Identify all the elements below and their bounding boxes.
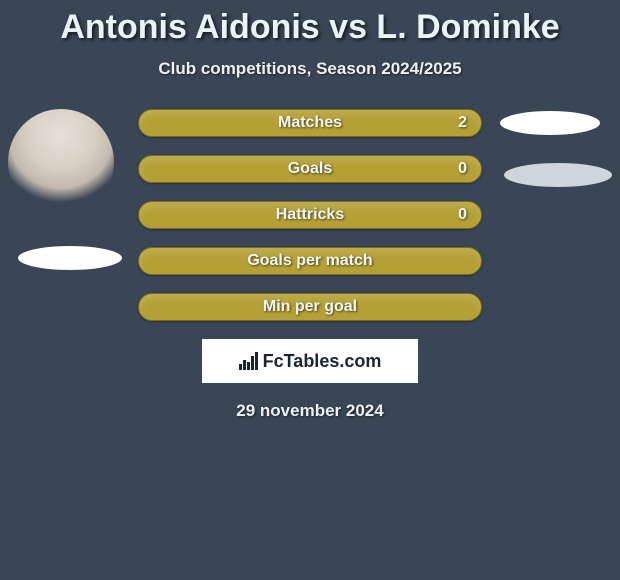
value-pill-right-1 <box>500 111 600 135</box>
stat-value: 2 <box>458 114 467 132</box>
stat-bar: Matches 2 <box>138 109 482 137</box>
stat-label: Goals <box>288 160 332 178</box>
bar-chart-icon <box>239 352 259 370</box>
stat-label: Matches <box>278 114 342 132</box>
fctables-logo: FcTables.com <box>202 339 418 383</box>
comparison-subtitle: Club competitions, Season 2024/2025 <box>0 59 620 79</box>
comparison-title: Antonis Aidonis vs L. Dominke <box>0 0 620 47</box>
stat-label: Goals per match <box>247 252 372 270</box>
stat-bars: Matches 2 Goals 0 Hattricks 0 Goals per … <box>138 109 482 321</box>
comparison-date: 29 november 2024 <box>0 401 620 421</box>
player-avatar-left <box>8 109 114 215</box>
stat-bar: Min per goal <box>138 293 482 321</box>
stat-value: 0 <box>458 160 467 178</box>
stat-value: 0 <box>458 206 467 224</box>
stat-bar: Hattricks 0 <box>138 201 482 229</box>
value-pill-right-2 <box>504 163 612 187</box>
comparison-body: Matches 2 Goals 0 Hattricks 0 Goals per … <box>0 109 620 421</box>
stat-label: Hattricks <box>276 206 344 224</box>
stat-bar: Goals per match <box>138 247 482 275</box>
logo-text: FcTables.com <box>263 351 382 372</box>
value-pill-left <box>18 246 122 270</box>
stat-label: Min per goal <box>263 298 357 316</box>
stat-bar: Goals 0 <box>138 155 482 183</box>
